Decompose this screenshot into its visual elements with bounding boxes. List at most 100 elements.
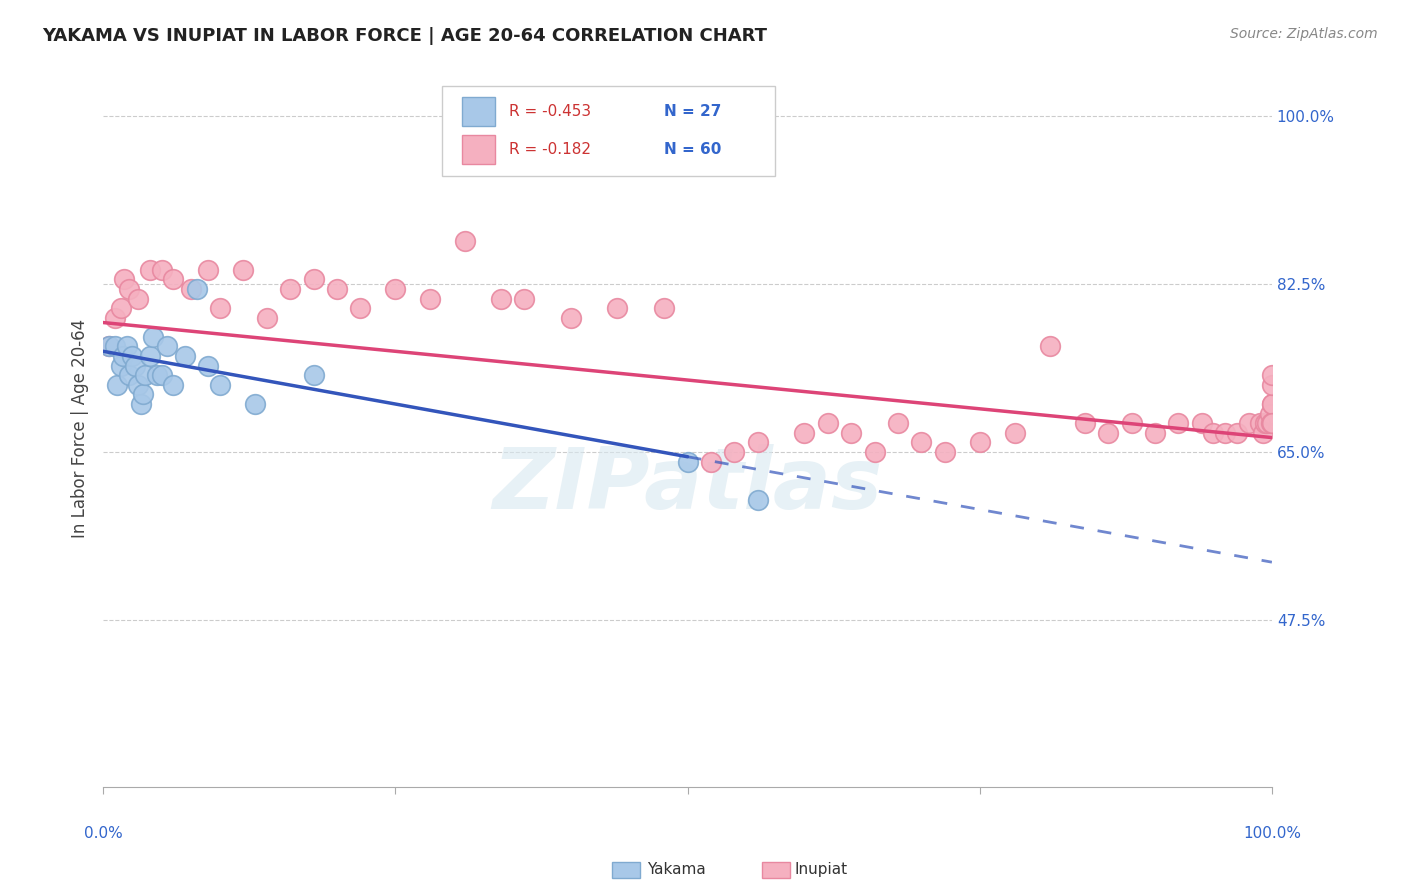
Point — [142, 330, 165, 344]
Point — [256, 310, 278, 325]
Point — [863, 445, 886, 459]
Point — [1261, 368, 1284, 383]
Point — [1254, 416, 1277, 430]
Point — [793, 425, 815, 440]
Point — [700, 454, 723, 468]
Point — [150, 368, 173, 383]
Point — [747, 492, 769, 507]
Point — [302, 368, 325, 383]
Point — [723, 445, 745, 459]
Y-axis label: In Labor Force | Age 20-64: In Labor Force | Age 20-64 — [72, 318, 89, 538]
Point — [676, 454, 699, 468]
Point — [146, 368, 169, 383]
Text: Yakama: Yakama — [647, 863, 706, 877]
Point — [124, 359, 146, 373]
Point — [127, 292, 149, 306]
Point — [1261, 416, 1284, 430]
FancyBboxPatch shape — [463, 97, 495, 126]
Point — [98, 339, 121, 353]
Point — [817, 416, 839, 430]
Point — [208, 301, 231, 315]
Point — [652, 301, 675, 315]
Point — [1097, 425, 1119, 440]
Point — [174, 349, 197, 363]
FancyBboxPatch shape — [463, 136, 495, 164]
Text: YAKAMA VS INUPIAT IN LABOR FORCE | AGE 20-64 CORRELATION CHART: YAKAMA VS INUPIAT IN LABOR FORCE | AGE 2… — [42, 27, 768, 45]
Point — [969, 435, 991, 450]
Text: 0.0%: 0.0% — [84, 826, 122, 841]
Text: N = 27: N = 27 — [664, 104, 721, 120]
Point — [454, 234, 477, 248]
Point — [1226, 425, 1249, 440]
Point — [150, 262, 173, 277]
Text: 100.0%: 100.0% — [1243, 826, 1301, 841]
Point — [887, 416, 910, 430]
Point — [127, 377, 149, 392]
Point — [104, 310, 127, 325]
Point — [1251, 425, 1274, 440]
Point — [1237, 416, 1260, 430]
Point — [162, 377, 184, 392]
Point — [112, 272, 135, 286]
Point — [1258, 407, 1281, 421]
Point — [118, 282, 141, 296]
Point — [1213, 425, 1236, 440]
Text: Source: ZipAtlas.com: Source: ZipAtlas.com — [1230, 27, 1378, 41]
Point — [104, 339, 127, 353]
Point — [105, 377, 128, 392]
Point — [98, 339, 121, 353]
Point — [129, 397, 152, 411]
Text: Inupiat: Inupiat — [794, 863, 848, 877]
Point — [197, 262, 219, 277]
Point — [1261, 377, 1284, 392]
FancyBboxPatch shape — [441, 87, 775, 177]
Point — [156, 339, 179, 353]
Point — [1074, 416, 1097, 430]
Point — [139, 349, 162, 363]
Point — [121, 349, 143, 363]
Text: ZIPatlas: ZIPatlas — [492, 444, 883, 527]
Point — [243, 397, 266, 411]
Point — [132, 387, 155, 401]
Point — [302, 272, 325, 286]
Text: R = -0.453: R = -0.453 — [509, 104, 591, 120]
Point — [232, 262, 254, 277]
Text: R = -0.182: R = -0.182 — [509, 142, 591, 157]
Point — [1256, 416, 1278, 430]
Point — [349, 301, 371, 315]
Point — [139, 262, 162, 277]
Point — [1191, 416, 1213, 430]
Point — [489, 292, 512, 306]
Point — [186, 282, 208, 296]
Point — [839, 425, 862, 440]
Point — [134, 368, 156, 383]
Point — [180, 282, 202, 296]
Point — [1143, 425, 1166, 440]
Point — [1004, 425, 1026, 440]
Point — [1261, 397, 1284, 411]
Point — [115, 339, 138, 353]
Point — [1261, 397, 1284, 411]
Point — [110, 301, 132, 315]
Text: N = 60: N = 60 — [664, 142, 721, 157]
Point — [278, 282, 301, 296]
Point — [384, 282, 406, 296]
Point — [110, 359, 132, 373]
Point — [111, 349, 134, 363]
Point — [934, 445, 956, 459]
Point — [606, 301, 628, 315]
Point — [197, 359, 219, 373]
Point — [326, 282, 349, 296]
Point — [910, 435, 932, 450]
Point — [513, 292, 536, 306]
Point — [419, 292, 441, 306]
Point — [1249, 416, 1271, 430]
Point — [118, 368, 141, 383]
Point — [1260, 416, 1282, 430]
Point — [208, 377, 231, 392]
Point — [1121, 416, 1143, 430]
Point — [560, 310, 582, 325]
Point — [1039, 339, 1062, 353]
Point — [1167, 416, 1189, 430]
Point — [162, 272, 184, 286]
